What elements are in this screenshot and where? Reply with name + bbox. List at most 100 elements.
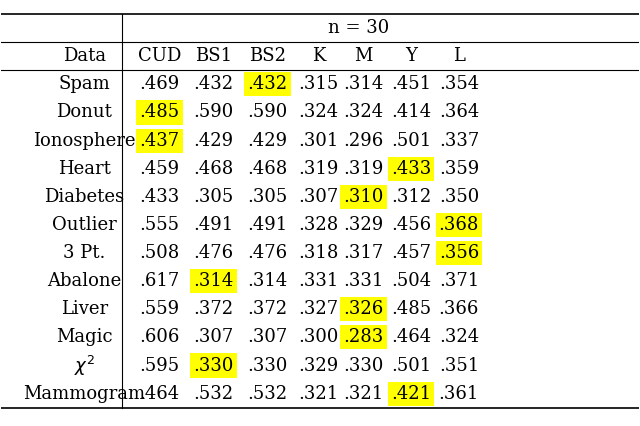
Text: Mammogram: Mammogram: [23, 385, 145, 403]
Text: .468: .468: [193, 160, 234, 178]
Text: .459: .459: [140, 160, 179, 178]
Text: .364: .364: [439, 104, 479, 121]
Text: Spam: Spam: [58, 75, 110, 93]
Text: CUD: CUD: [138, 47, 181, 65]
Text: Donut: Donut: [56, 104, 112, 121]
Text: .555: .555: [140, 216, 179, 234]
Text: Ionosphere: Ionosphere: [33, 132, 136, 150]
Text: .429: .429: [248, 132, 288, 150]
Text: .330: .330: [193, 357, 234, 374]
Text: .532: .532: [248, 385, 288, 403]
Text: .432: .432: [248, 75, 288, 93]
Text: .305: .305: [248, 188, 288, 206]
Text: .327: .327: [299, 300, 339, 318]
Text: Diabetes: Diabetes: [44, 188, 124, 206]
Text: .283: .283: [343, 328, 383, 346]
FancyBboxPatch shape: [436, 213, 482, 237]
Text: .437: .437: [140, 132, 179, 150]
Text: .464: .464: [140, 385, 179, 403]
Text: .307: .307: [248, 328, 288, 346]
Text: .324: .324: [299, 104, 339, 121]
Text: BS1: BS1: [195, 47, 232, 65]
Text: .314: .314: [343, 75, 383, 93]
Text: Magic: Magic: [56, 328, 113, 346]
Text: .331: .331: [298, 272, 339, 290]
Text: .359: .359: [439, 160, 479, 178]
Text: Data: Data: [63, 47, 106, 65]
Text: .300: .300: [298, 328, 339, 346]
Text: .361: .361: [439, 385, 479, 403]
Text: .476: .476: [248, 244, 288, 262]
Text: .469: .469: [140, 75, 180, 93]
Text: .317: .317: [343, 244, 383, 262]
Text: .590: .590: [193, 104, 234, 121]
Text: .319: .319: [343, 160, 383, 178]
Text: .532: .532: [193, 385, 234, 403]
Text: .504: .504: [391, 272, 431, 290]
Text: .329: .329: [343, 216, 383, 234]
Text: .464: .464: [391, 328, 431, 346]
Text: .354: .354: [439, 75, 479, 93]
Text: .318: .318: [298, 244, 339, 262]
Text: .501: .501: [391, 357, 431, 374]
Text: .595: .595: [140, 357, 179, 374]
Text: M: M: [354, 47, 372, 65]
FancyBboxPatch shape: [190, 269, 237, 293]
Text: .485: .485: [140, 104, 179, 121]
FancyBboxPatch shape: [340, 325, 387, 349]
Text: .606: .606: [140, 328, 180, 346]
Text: .421: .421: [391, 385, 431, 403]
Text: .321: .321: [299, 385, 339, 403]
Text: .491: .491: [248, 216, 288, 234]
Text: .366: .366: [439, 300, 479, 318]
Text: 3 Pt.: 3 Pt.: [63, 244, 106, 262]
Text: n = 30: n = 30: [328, 19, 389, 37]
FancyBboxPatch shape: [388, 382, 435, 406]
Text: .433: .433: [391, 160, 431, 178]
Text: .350: .350: [439, 188, 479, 206]
FancyBboxPatch shape: [136, 129, 182, 153]
Text: .476: .476: [193, 244, 234, 262]
Text: .331: .331: [343, 272, 383, 290]
Text: .315: .315: [299, 75, 339, 93]
Text: .305: .305: [193, 188, 234, 206]
Text: .508: .508: [140, 244, 180, 262]
Text: .307: .307: [193, 328, 234, 346]
Text: .351: .351: [439, 357, 479, 374]
Text: .617: .617: [140, 272, 180, 290]
Text: .314: .314: [248, 272, 288, 290]
Text: .319: .319: [298, 160, 339, 178]
Text: .429: .429: [193, 132, 234, 150]
Text: .457: .457: [391, 244, 431, 262]
Text: .310: .310: [343, 188, 383, 206]
FancyBboxPatch shape: [340, 185, 387, 209]
FancyBboxPatch shape: [340, 297, 387, 321]
Text: Y: Y: [405, 47, 417, 65]
Text: .501: .501: [391, 132, 431, 150]
Text: .307: .307: [299, 188, 339, 206]
Text: Outlier: Outlier: [52, 216, 116, 234]
FancyBboxPatch shape: [244, 72, 291, 96]
Text: .312: .312: [391, 188, 431, 206]
Text: .330: .330: [343, 357, 383, 374]
Text: $\chi^2$: $\chi^2$: [74, 354, 95, 377]
Text: .368: .368: [439, 216, 479, 234]
Text: .491: .491: [193, 216, 234, 234]
Text: .432: .432: [193, 75, 234, 93]
FancyBboxPatch shape: [190, 354, 237, 377]
Text: K: K: [312, 47, 325, 65]
Text: .414: .414: [391, 104, 431, 121]
Text: .324: .324: [439, 328, 479, 346]
Text: .372: .372: [193, 300, 234, 318]
Text: .372: .372: [248, 300, 288, 318]
Text: .321: .321: [343, 385, 383, 403]
Text: .330: .330: [248, 357, 288, 374]
Text: .451: .451: [391, 75, 431, 93]
Text: .328: .328: [299, 216, 339, 234]
Text: .337: .337: [439, 132, 479, 150]
Text: .326: .326: [343, 300, 383, 318]
Text: .590: .590: [248, 104, 288, 121]
Text: .456: .456: [391, 216, 431, 234]
Text: .301: .301: [298, 132, 339, 150]
Text: Heart: Heart: [58, 160, 111, 178]
